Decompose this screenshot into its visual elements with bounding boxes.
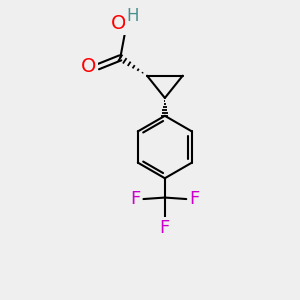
Text: F: F — [190, 190, 200, 208]
Text: H: H — [127, 7, 139, 25]
Text: O: O — [110, 14, 126, 33]
Text: O: O — [81, 57, 96, 76]
Text: F: F — [130, 190, 140, 208]
Text: F: F — [160, 219, 170, 237]
